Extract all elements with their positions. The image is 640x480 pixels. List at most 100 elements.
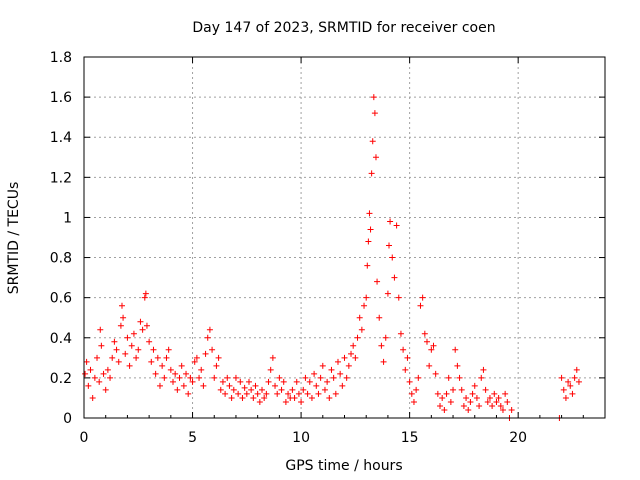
data-point — [434, 390, 441, 397]
data-point — [478, 374, 485, 381]
data-point — [341, 354, 348, 361]
data-point — [432, 370, 439, 377]
data-point — [374, 278, 381, 285]
data-point — [87, 366, 94, 373]
data-point — [467, 398, 474, 405]
data-point — [256, 398, 263, 405]
data-point — [486, 394, 493, 401]
data-point — [423, 338, 430, 345]
data-point — [143, 322, 150, 329]
data-point — [100, 370, 107, 377]
data-point — [111, 338, 118, 345]
data-point — [482, 386, 489, 393]
data-point — [285, 390, 292, 397]
data-point — [183, 370, 190, 377]
y-tick-label: 1.4 — [50, 130, 72, 146]
data-point — [339, 382, 346, 389]
data-point — [489, 402, 496, 409]
data-point — [334, 358, 341, 365]
tick-labels: 0 0.2 0.4 0.6 0.8 1 1.2 1.4 1.6 1.8 0 5 10 15 20 — [50, 50, 527, 446]
data-point — [139, 326, 146, 333]
y-tick-label: 1.8 — [50, 50, 72, 66]
data-point — [163, 354, 170, 361]
data-point — [460, 402, 467, 409]
data-point — [343, 374, 350, 381]
data-point — [96, 378, 103, 385]
y-tick-label: 1 — [63, 210, 72, 226]
data-point — [193, 354, 200, 361]
data-point — [237, 378, 244, 385]
data-point — [222, 390, 229, 397]
data-point — [245, 378, 252, 385]
data-point — [326, 394, 333, 401]
data-point — [473, 394, 480, 401]
data-point — [317, 374, 324, 381]
data-point — [562, 394, 569, 401]
data-point — [254, 390, 261, 397]
data-point — [156, 382, 163, 389]
data-point — [404, 354, 411, 361]
data-point — [400, 346, 407, 353]
data-point — [415, 374, 422, 381]
data-point — [367, 226, 374, 233]
data-point — [263, 390, 270, 397]
data-point — [417, 302, 424, 309]
data-point — [91, 374, 98, 381]
data-point — [441, 406, 448, 413]
data-point — [122, 350, 129, 357]
data-point — [211, 374, 218, 381]
data-point — [447, 398, 454, 405]
data-point — [118, 302, 125, 309]
data-point — [250, 394, 257, 401]
data-point — [126, 362, 133, 369]
y-tick-label: 0.2 — [50, 371, 72, 387]
data-point — [419, 294, 426, 301]
data-point — [202, 350, 209, 357]
data-point — [389, 254, 396, 261]
data-point — [154, 354, 161, 361]
data-point — [365, 238, 372, 245]
data-point — [368, 170, 375, 177]
data-point — [391, 274, 398, 281]
data-point — [115, 358, 122, 365]
data-point — [452, 346, 459, 353]
plot-frame — [83, 56, 606, 419]
data-point — [332, 390, 339, 397]
data-point — [463, 394, 470, 401]
data-point — [241, 384, 248, 391]
data-point — [406, 378, 413, 385]
data-point — [295, 390, 302, 397]
data-point — [356, 314, 363, 321]
y-axis-label: SRMTID / TECUs — [6, 182, 22, 295]
data-point — [363, 294, 370, 301]
data-point — [402, 366, 409, 373]
data-point — [508, 406, 515, 413]
data-point — [298, 398, 305, 405]
data-point — [83, 358, 90, 365]
data-point — [215, 354, 222, 361]
data-point — [300, 386, 307, 393]
data-point — [191, 358, 198, 365]
data-point — [252, 382, 259, 389]
data-point — [484, 398, 491, 405]
data-point — [450, 386, 457, 393]
data-point — [185, 390, 192, 397]
data-point — [493, 398, 500, 405]
data-point — [370, 94, 377, 101]
data-point — [348, 350, 355, 357]
data-point — [276, 374, 283, 381]
data-point — [89, 394, 96, 401]
data-point — [371, 110, 378, 117]
data-point — [198, 366, 205, 373]
data-point — [161, 374, 168, 381]
data-point — [575, 378, 582, 385]
data-point — [430, 342, 437, 349]
data-point — [384, 290, 391, 297]
data-point — [137, 318, 144, 325]
data-point — [133, 354, 140, 361]
data-point — [267, 366, 274, 373]
data-point — [261, 394, 268, 401]
data-point — [480, 366, 487, 373]
data-point — [565, 378, 572, 385]
data-point — [224, 374, 231, 381]
